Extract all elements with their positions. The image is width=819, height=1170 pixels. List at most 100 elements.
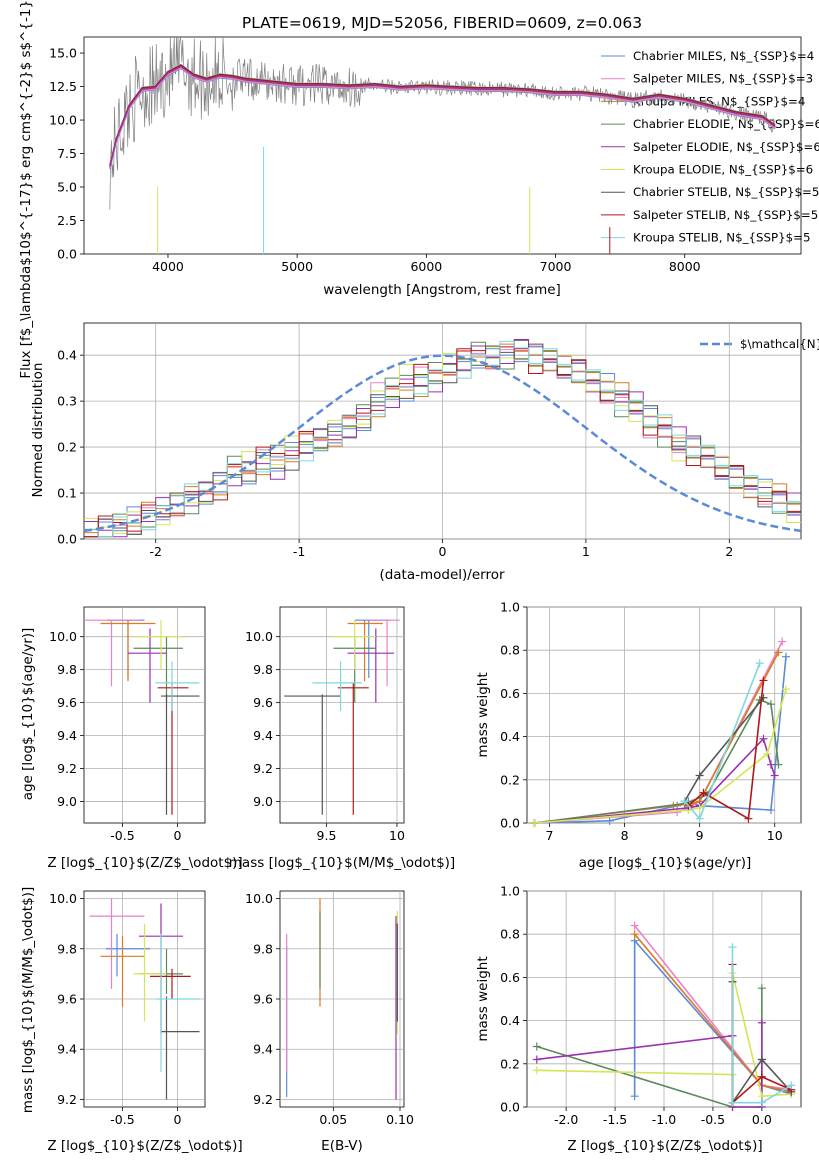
mass-vs-z-marks: -0.5 0 9.2 9.4 9.6 9.8 10.0 <box>49 891 205 1127</box>
age-vs-z-ytick-label: 9.0 <box>57 794 77 809</box>
age-vs-z-ylabel: age [log$_{10}$(age/yr)] <box>20 628 36 801</box>
model-spectrum-line <box>109 64 776 166</box>
weight-series-line <box>534 737 776 824</box>
mass-vs-z-panel: Z [log$_{10}$(Z/Z$_\odot$)] mass [log$_{… <box>20 887 243 1154</box>
age-vs-mass-ytick-label: 9.4 <box>253 728 273 743</box>
age-vs-z-marks: -0.5 0 9.0 9.2 9.4 9.6 9.8 10.0 <box>49 607 205 843</box>
spectrum-xtick-label: 8000 <box>669 259 701 274</box>
legend-label: Chabrier STELIB, N$_{SSP}$=5 <box>633 185 819 199</box>
weight-point-marker <box>680 797 689 806</box>
weight-vs-z-ytick-label: 0.6 <box>500 970 520 985</box>
spectrum-ylabel: Flux [f$_\lambda$10$^{-17}$ erg cm$^{-2}… <box>18 0 34 379</box>
residual-histogram <box>84 340 801 538</box>
spectrum-panel: PLATE=0619, MJD=52056, FIBERID=0609, z=0… <box>18 0 819 379</box>
weight-point-marker <box>781 652 790 661</box>
age-vs-mass-ytick-label: 9.6 <box>253 695 273 710</box>
residuals-xlabel: (data-model)/error <box>379 567 505 583</box>
legend-label: Salpeter MILES, N$_{SSP}$=3 <box>633 72 813 86</box>
mass-vs-z-xtick-label: 0 <box>174 1112 182 1127</box>
residuals-ytick-label: 0.0 <box>57 532 77 547</box>
weight-point-marker <box>699 788 708 797</box>
weight-vs-z-ylabel: mass weight <box>475 956 491 1041</box>
mass-vs-z-xtick-label: -0.5 <box>110 1112 134 1127</box>
spectrum-legend: Chabrier MILES, N$_{SSP}$=4 Salpeter MILE… <box>600 45 819 250</box>
age-vs-z-frame <box>83 606 206 824</box>
weight-series-line <box>731 947 792 1104</box>
age-vs-mass-panel: mass [log$_{10}$(M/M$_\odot$)] <box>229 606 455 871</box>
age-vs-z-ytick-label: 9.4 <box>57 728 77 743</box>
age-vs-mass-marks: 9.5 10 9.0 9.2 9.4 9.6 9.8 10.0 <box>245 607 405 843</box>
weight-point-marker <box>728 1098 737 1107</box>
model-spectrum-line <box>109 67 776 169</box>
weight-point-marker <box>757 1055 766 1064</box>
weight-series-line <box>534 698 780 824</box>
spectrum-ytick-label: 10.0 <box>49 113 77 128</box>
weight-vs-age-ytick-label: 0.2 <box>500 772 520 787</box>
legend-label: Kroupa ELODIE, N$_{SSP}$=6 <box>633 163 813 177</box>
age-vs-z-xtick-label: -0.5 <box>110 828 134 843</box>
weight-vs-age-xtick-label: 8 <box>621 828 629 843</box>
model-spectrum-line <box>109 65 776 168</box>
spectrum-ytick-label: 7.5 <box>57 146 77 161</box>
weight-point-marker <box>766 700 775 709</box>
spectrum-title: PLATE=0619, MJD=52056, FIBERID=0609, z=0… <box>242 14 642 32</box>
spectrum-ytick-label: 12.5 <box>49 79 77 94</box>
weight-point-marker <box>532 1055 541 1064</box>
age-vs-mass-xtick-label: 9.5 <box>317 828 337 843</box>
mass-vs-ebv-xtick-label: 0.05 <box>319 1112 347 1127</box>
mass-vs-z-ytick-label: 9.2 <box>57 1092 77 1107</box>
weight-point-marker <box>766 806 775 815</box>
mass-vs-ebv-ytick-label: 9.8 <box>253 941 273 956</box>
weight-point-marker <box>755 659 764 668</box>
residuals-ytick-label: 0.4 <box>57 348 77 363</box>
weight-point-marker <box>757 984 766 993</box>
weight-vs-z-ytick-label: 0.2 <box>500 1056 520 1071</box>
weight-point-marker <box>774 760 783 769</box>
weight-vs-age-ytick-label: 0.6 <box>500 686 520 701</box>
spectrum-xtick-label: 4000 <box>152 259 184 274</box>
weight-point-marker <box>774 648 783 657</box>
age-vs-mass-ytick-label: 10.0 <box>245 629 273 644</box>
weight-vs-z-xtick-label: -1.0 <box>652 1112 676 1127</box>
weight-point-marker <box>759 734 768 743</box>
mass-vs-z-ytick-label: 9.4 <box>57 1042 77 1057</box>
weight-vs-age-panel: age [log$_{10}$(age/yr)] mass weight <box>475 606 802 871</box>
age-vs-mass-xlabel: mass [log$_{10}$(M/M$_\odot$)] <box>229 855 455 871</box>
residuals-xtick-label: -1 <box>293 544 305 559</box>
weight-point-marker <box>778 637 787 646</box>
weight-vs-age-xlabel: age [log$_{10}$(age/yr)] <box>579 855 752 871</box>
mass-vs-ebv-ytick-label: 10.0 <box>245 891 273 906</box>
residuals-xtick-label: 0 <box>439 544 447 559</box>
age-vs-z-ytick-label: 9.2 <box>57 761 77 776</box>
weight-vs-z-ytick-label: 1.0 <box>500 884 520 899</box>
spectrum-ytick-label: 2.5 <box>57 213 77 228</box>
spectrum-xtick-label: 6000 <box>410 259 442 274</box>
weight-point-marker <box>530 819 539 827</box>
weight-point-marker <box>695 771 704 780</box>
weight-vs-z-ytick-label: 0.8 <box>500 927 520 942</box>
age-vs-mass-frame <box>279 606 405 824</box>
weight-vs-age-ytick-label: 0.8 <box>500 643 520 658</box>
weight-point-marker <box>787 1081 796 1090</box>
residuals-marks: -2 -1 0 1 2 0.0 0.1 0.2 0.3 0.4 <box>57 323 802 559</box>
mass-vs-z-ytick-label: 9.8 <box>57 941 77 956</box>
weight-vs-z-xtick-label: -1.5 <box>603 1112 627 1127</box>
legend-normal-text: $\mathcal{N}(0, 1)$ <box>740 337 819 351</box>
age-vs-z-xlabel: Z [log$_{10}$(Z/Z$_\odot$)] <box>47 855 242 871</box>
mass-vs-z-ytick-label: 10.0 <box>49 891 77 906</box>
weight-vs-z-ytick-label: 0.0 <box>500 1100 520 1115</box>
weight-vs-age-xtick-label: 9 <box>696 828 704 843</box>
weight-series-line <box>687 680 765 820</box>
weight-point-marker <box>695 814 704 823</box>
legend-label: Kroupa STELIB, N$_{SSP}$=5 <box>633 231 811 245</box>
weight-point-marker <box>757 1018 766 1027</box>
mass-vs-ebv-xtick-label: 0.10 <box>386 1112 414 1127</box>
spectrum-ytick-label: 0.0 <box>57 247 77 262</box>
spectrum-frame <box>83 36 802 255</box>
weight-point-marker <box>757 1098 766 1107</box>
mass-vs-ebv-ytick-label: 9.2 <box>253 1092 273 1107</box>
weight-vs-age-ytick-label: 0.0 <box>500 816 520 831</box>
age-vs-z-xtick-label: 0 <box>174 828 182 843</box>
weight-point-marker <box>695 803 704 812</box>
weight-vs-age-xtick-label: 7 <box>546 828 554 843</box>
